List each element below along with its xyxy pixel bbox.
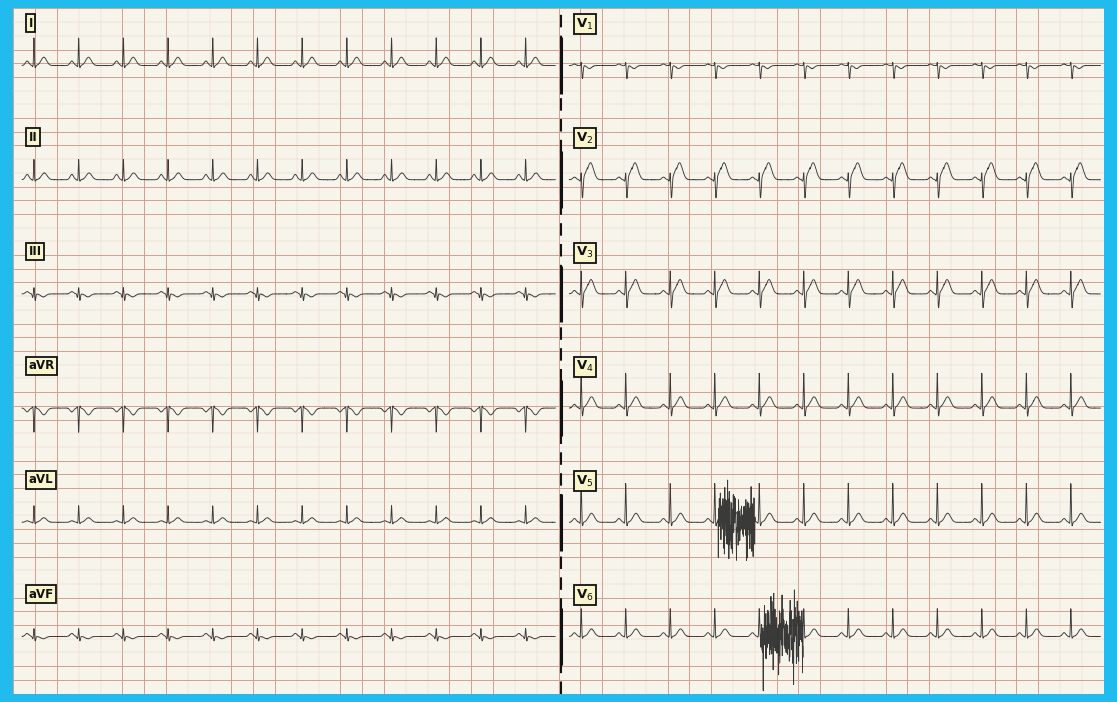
Text: aVR: aVR [29,359,55,372]
Text: II: II [29,131,37,144]
Text: aVL: aVL [29,473,54,486]
Text: $\mathbf{V}_{1}$: $\mathbf{V}_{1}$ [576,17,593,32]
Text: $\mathbf{V}_{6}$: $\mathbf{V}_{6}$ [576,588,593,603]
Text: III: III [29,245,41,258]
Text: $\mathbf{V}_{4}$: $\mathbf{V}_{4}$ [576,359,593,374]
Text: aVF: aVF [29,588,54,601]
Text: $\mathbf{V}_{5}$: $\mathbf{V}_{5}$ [576,473,593,489]
Text: $\mathbf{V}_{2}$: $\mathbf{V}_{2}$ [576,131,593,146]
Text: I: I [29,17,34,29]
Text: $\mathbf{V}_{3}$: $\mathbf{V}_{3}$ [576,245,593,260]
